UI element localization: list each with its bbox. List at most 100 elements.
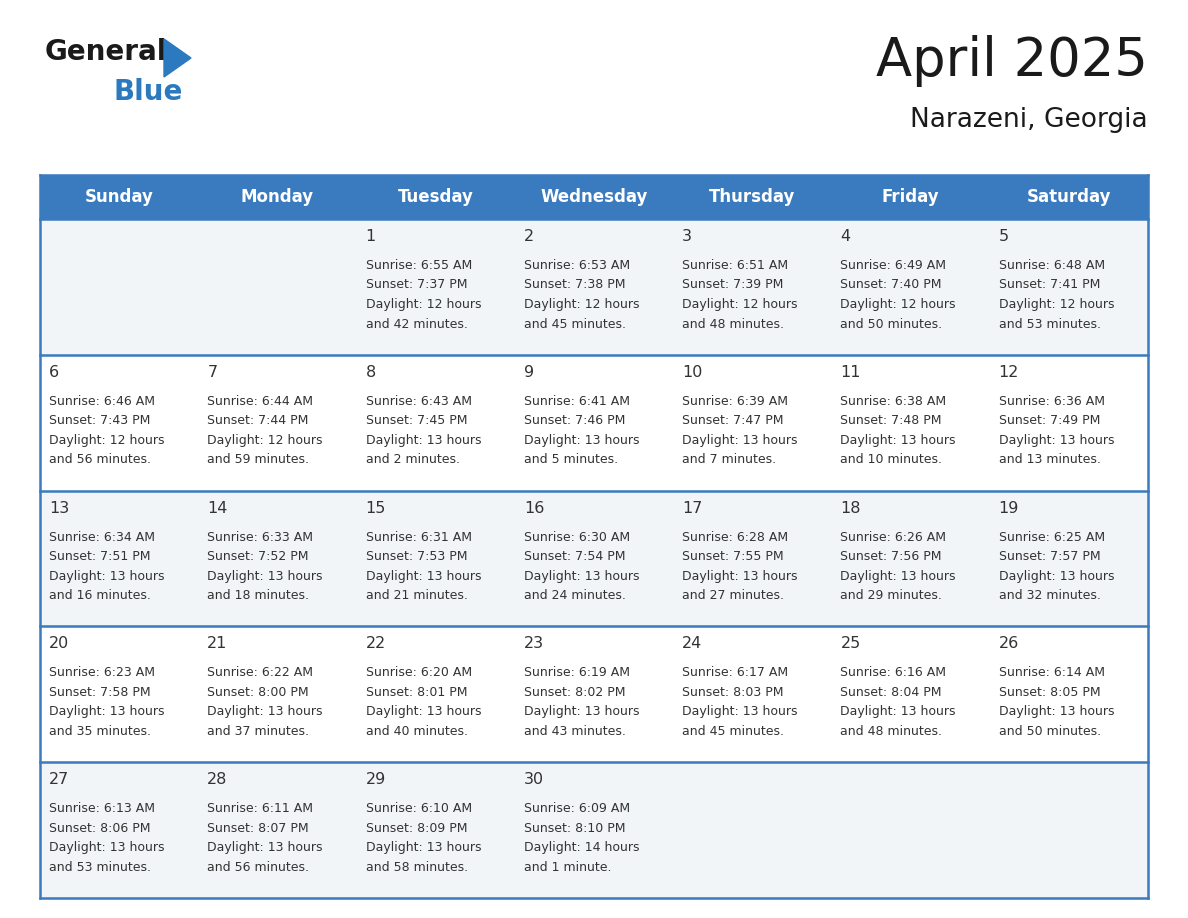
Text: Sunset: 7:58 PM: Sunset: 7:58 PM [49, 686, 151, 699]
Text: and 53 minutes.: and 53 minutes. [999, 318, 1101, 330]
Text: and 13 minutes.: and 13 minutes. [999, 453, 1100, 466]
Text: Sunset: 7:43 PM: Sunset: 7:43 PM [49, 414, 151, 427]
Text: Sunset: 7:55 PM: Sunset: 7:55 PM [682, 550, 784, 563]
Text: 4: 4 [840, 229, 851, 244]
Text: and 32 minutes.: and 32 minutes. [999, 589, 1100, 602]
Polygon shape [164, 39, 191, 77]
Text: 15: 15 [366, 500, 386, 516]
Text: Sunrise: 6:11 AM: Sunrise: 6:11 AM [207, 802, 314, 815]
Text: Sunset: 7:52 PM: Sunset: 7:52 PM [207, 550, 309, 563]
Text: Thursday: Thursday [709, 188, 796, 206]
Text: Sunrise: 6:51 AM: Sunrise: 6:51 AM [682, 259, 789, 272]
Text: Daylight: 12 hours: Daylight: 12 hours [999, 298, 1114, 311]
Text: and 58 minutes.: and 58 minutes. [366, 861, 468, 874]
Text: Daylight: 12 hours: Daylight: 12 hours [49, 434, 164, 447]
Text: Sunrise: 6:14 AM: Sunrise: 6:14 AM [999, 666, 1105, 679]
Text: Sunset: 8:01 PM: Sunset: 8:01 PM [366, 686, 467, 699]
Text: Sunset: 7:39 PM: Sunset: 7:39 PM [682, 278, 784, 292]
Text: Daylight: 13 hours: Daylight: 13 hours [207, 569, 323, 583]
Text: Sunrise: 6:23 AM: Sunrise: 6:23 AM [49, 666, 154, 679]
Text: 1: 1 [366, 229, 375, 244]
Text: Daylight: 13 hours: Daylight: 13 hours [524, 434, 639, 447]
Text: Sunset: 8:07 PM: Sunset: 8:07 PM [207, 822, 309, 834]
Text: Sunrise: 6:53 AM: Sunrise: 6:53 AM [524, 259, 630, 272]
Text: Daylight: 13 hours: Daylight: 13 hours [999, 705, 1114, 719]
Text: Sunset: 7:40 PM: Sunset: 7:40 PM [840, 278, 942, 292]
Text: Sunset: 7:44 PM: Sunset: 7:44 PM [207, 414, 309, 427]
Bar [40, 762, 1148, 898]
Text: Sunrise: 6:22 AM: Sunrise: 6:22 AM [207, 666, 314, 679]
Text: and 37 minutes.: and 37 minutes. [207, 725, 309, 738]
Text: Daylight: 13 hours: Daylight: 13 hours [207, 705, 323, 719]
Text: Daylight: 13 hours: Daylight: 13 hours [207, 841, 323, 855]
Text: Sunset: 7:57 PM: Sunset: 7:57 PM [999, 550, 1100, 563]
Text: and 53 minutes.: and 53 minutes. [49, 861, 151, 874]
Text: Sunset: 7:56 PM: Sunset: 7:56 PM [840, 550, 942, 563]
Text: 22: 22 [366, 636, 386, 652]
Text: 23: 23 [524, 636, 544, 652]
Text: 26: 26 [999, 636, 1019, 652]
Text: and 43 minutes.: and 43 minutes. [524, 725, 626, 738]
Text: 19: 19 [999, 500, 1019, 516]
Text: Daylight: 13 hours: Daylight: 13 hours [49, 841, 164, 855]
Text: and 35 minutes.: and 35 minutes. [49, 725, 151, 738]
Text: 14: 14 [207, 500, 228, 516]
Text: Sunset: 8:03 PM: Sunset: 8:03 PM [682, 686, 784, 699]
Text: General: General [45, 38, 168, 66]
Text: 28: 28 [207, 772, 228, 788]
Text: Sunrise: 6:38 AM: Sunrise: 6:38 AM [840, 395, 947, 408]
Text: 18: 18 [840, 500, 861, 516]
Text: Sunrise: 6:49 AM: Sunrise: 6:49 AM [840, 259, 947, 272]
Text: Sunrise: 6:39 AM: Sunrise: 6:39 AM [682, 395, 788, 408]
Text: Daylight: 12 hours: Daylight: 12 hours [207, 434, 323, 447]
Text: 20: 20 [49, 636, 69, 652]
Text: and 16 minutes.: and 16 minutes. [49, 589, 151, 602]
Text: Sunrise: 6:10 AM: Sunrise: 6:10 AM [366, 802, 472, 815]
Text: Sunrise: 6:55 AM: Sunrise: 6:55 AM [366, 259, 472, 272]
Text: and 7 minutes.: and 7 minutes. [682, 453, 776, 466]
Text: Narazeni, Georgia: Narazeni, Georgia [910, 107, 1148, 133]
Text: Sunset: 8:04 PM: Sunset: 8:04 PM [840, 686, 942, 699]
Text: Daylight: 13 hours: Daylight: 13 hours [840, 434, 956, 447]
Text: Sunset: 8:09 PM: Sunset: 8:09 PM [366, 822, 467, 834]
Text: Sunset: 7:51 PM: Sunset: 7:51 PM [49, 550, 151, 563]
Text: Friday: Friday [881, 188, 940, 206]
Text: Sunset: 8:10 PM: Sunset: 8:10 PM [524, 822, 625, 834]
Text: and 40 minutes.: and 40 minutes. [366, 725, 468, 738]
Text: Sunrise: 6:13 AM: Sunrise: 6:13 AM [49, 802, 154, 815]
Text: Daylight: 13 hours: Daylight: 13 hours [524, 569, 639, 583]
Text: Sunrise: 6:26 AM: Sunrise: 6:26 AM [840, 531, 947, 543]
Text: Monday: Monday [241, 188, 314, 206]
Text: Sunrise: 6:16 AM: Sunrise: 6:16 AM [840, 666, 947, 679]
Text: 5: 5 [999, 229, 1009, 244]
Text: Sunrise: 6:33 AM: Sunrise: 6:33 AM [207, 531, 314, 543]
Text: and 29 minutes.: and 29 minutes. [840, 589, 942, 602]
Text: 29: 29 [366, 772, 386, 788]
Text: Sunset: 7:41 PM: Sunset: 7:41 PM [999, 278, 1100, 292]
Text: Sunset: 7:38 PM: Sunset: 7:38 PM [524, 278, 625, 292]
Text: Sunset: 8:06 PM: Sunset: 8:06 PM [49, 822, 151, 834]
Text: and 1 minute.: and 1 minute. [524, 861, 612, 874]
Text: 8: 8 [366, 364, 375, 380]
Text: 2: 2 [524, 229, 533, 244]
Text: Sunset: 7:53 PM: Sunset: 7:53 PM [366, 550, 467, 563]
Text: Sunrise: 6:43 AM: Sunrise: 6:43 AM [366, 395, 472, 408]
Text: Sunday: Sunday [84, 188, 153, 206]
Text: Daylight: 13 hours: Daylight: 13 hours [999, 434, 1114, 447]
Text: 24: 24 [682, 636, 702, 652]
Text: 6: 6 [49, 364, 59, 380]
Bar [40, 626, 1148, 762]
Text: and 42 minutes.: and 42 minutes. [366, 318, 467, 330]
Text: Daylight: 13 hours: Daylight: 13 hours [840, 569, 956, 583]
Text: 7: 7 [207, 364, 217, 380]
Text: Sunset: 7:47 PM: Sunset: 7:47 PM [682, 414, 784, 427]
Text: Sunrise: 6:48 AM: Sunrise: 6:48 AM [999, 259, 1105, 272]
Text: and 59 minutes.: and 59 minutes. [207, 453, 309, 466]
Text: Sunrise: 6:30 AM: Sunrise: 6:30 AM [524, 531, 630, 543]
Bar [40, 175, 198, 219]
Text: Wednesday: Wednesday [541, 188, 647, 206]
Text: Daylight: 12 hours: Daylight: 12 hours [366, 298, 481, 311]
Text: Daylight: 13 hours: Daylight: 13 hours [682, 434, 797, 447]
Text: Daylight: 13 hours: Daylight: 13 hours [49, 705, 164, 719]
Text: Sunrise: 6:09 AM: Sunrise: 6:09 AM [524, 802, 630, 815]
